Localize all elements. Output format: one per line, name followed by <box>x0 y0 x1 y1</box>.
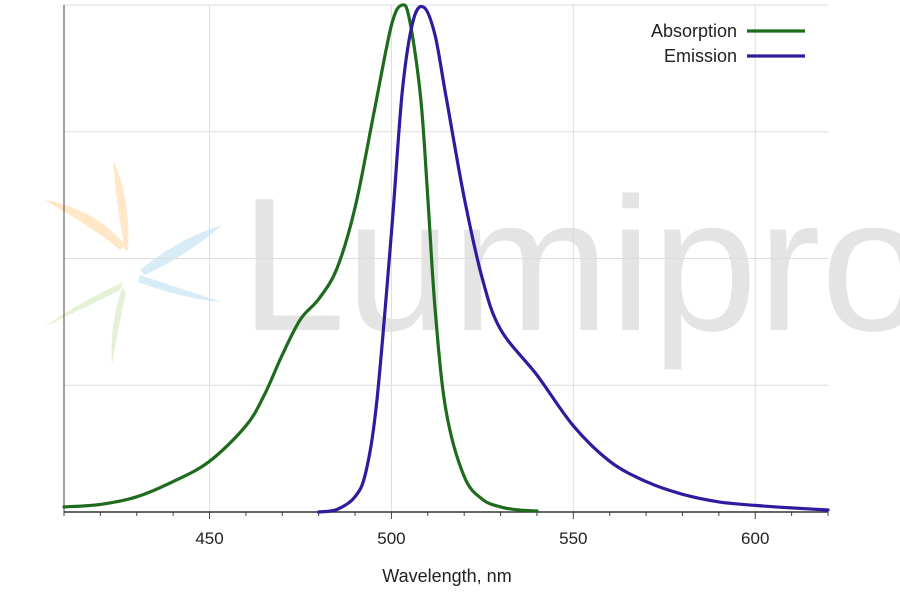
watermark-petal-orange <box>45 200 125 250</box>
series-line-absorption <box>62 3 539 513</box>
watermark-petal-orange-2 <box>113 160 129 250</box>
x-tick-label: 600 <box>741 529 769 548</box>
series-line-emission <box>317 4 830 514</box>
watermark-petal-blue-2 <box>138 275 222 302</box>
x-tick-label: 500 <box>377 529 405 548</box>
watermark-petal-blue <box>140 225 222 275</box>
legend-label-emission: Emission <box>664 46 737 66</box>
series-layer <box>62 3 830 514</box>
watermark-petal-green-2 <box>111 288 126 365</box>
grid <box>64 4 828 512</box>
x-axis-title: Wavelength, nm <box>382 566 511 586</box>
axes: 450 500 550 600 <box>63 5 829 548</box>
legend: Absorption Emission <box>651 21 805 66</box>
watermark-text: Lumiprobe <box>240 159 900 371</box>
legend-label-absorption: Absorption <box>651 21 737 41</box>
x-tick-label: 550 <box>559 529 587 548</box>
watermark-logo-icon <box>43 160 222 365</box>
watermark: Lumiprobe <box>43 159 900 371</box>
watermark-petal-green <box>43 282 123 328</box>
x-tick-label: 450 <box>195 529 223 548</box>
